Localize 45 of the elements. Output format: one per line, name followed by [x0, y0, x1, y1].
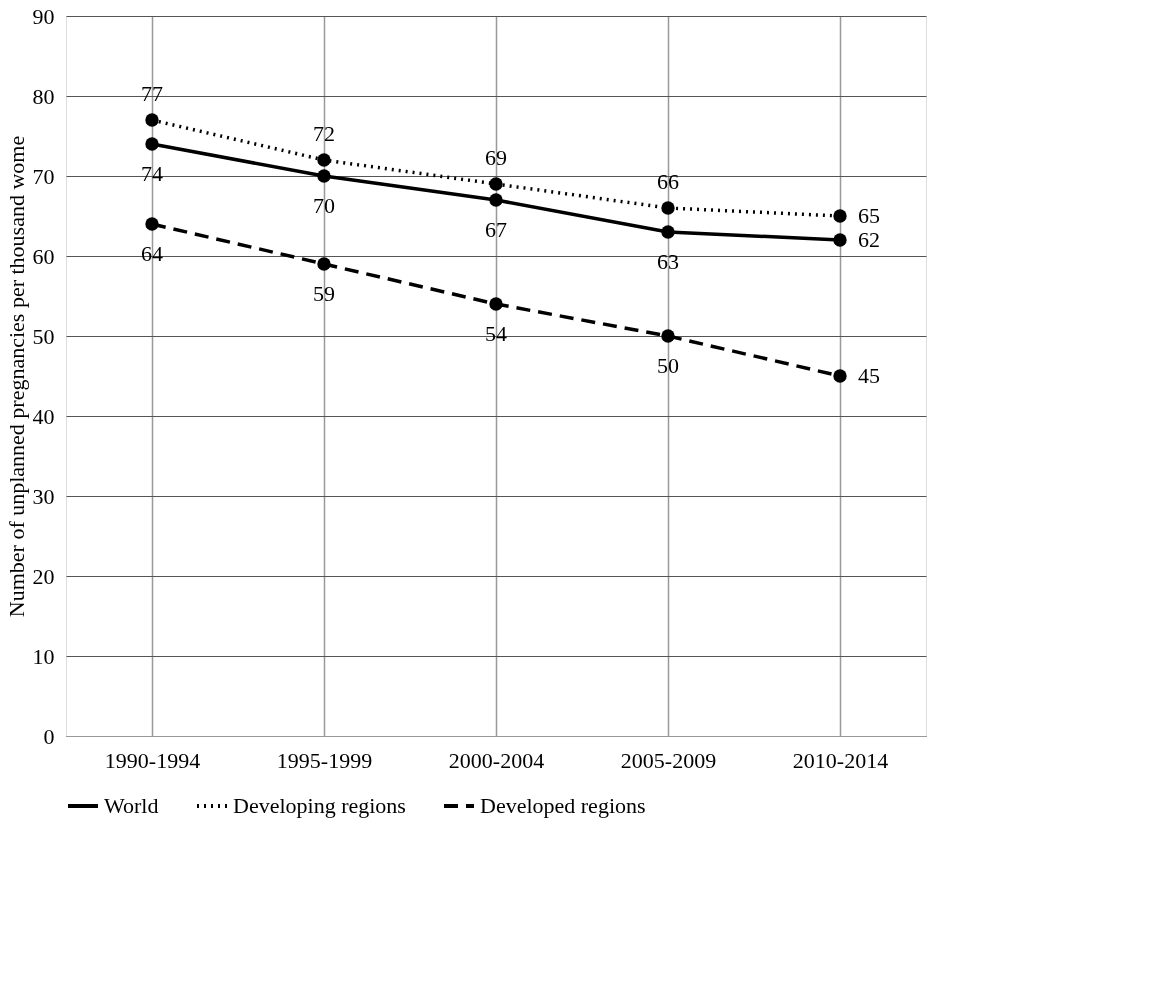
point — [489, 177, 503, 191]
point — [661, 201, 675, 215]
point — [145, 137, 159, 151]
y-tick-label: 20 — [32, 563, 55, 589]
data-label: 59 — [313, 281, 335, 306]
y-tick-label: 0 — [43, 723, 55, 749]
data-label: 63 — [657, 249, 679, 274]
data-label: 62 — [858, 227, 880, 252]
data-label: 72 — [313, 121, 335, 146]
y-tick-label: 40 — [32, 403, 55, 429]
legend-label: World — [104, 793, 159, 818]
point — [317, 153, 331, 167]
point — [661, 329, 675, 343]
point — [489, 297, 503, 311]
y-tick-label: 80 — [32, 83, 55, 109]
point — [833, 233, 847, 247]
y-tick-label: 60 — [32, 243, 55, 269]
y-axis-title: Number of unplanned pregnancies per thousand wome — [3, 135, 29, 618]
data-label: 66 — [657, 169, 679, 194]
point — [317, 169, 331, 183]
x-tick-label: 2005-2009 — [620, 747, 717, 773]
point — [489, 193, 503, 207]
x-tick-label: 1990-1994 — [104, 747, 201, 773]
point — [833, 369, 847, 383]
legend-label: Developed regions — [480, 793, 646, 818]
data-label: 45 — [858, 363, 880, 388]
y-tick-label: 50 — [32, 323, 55, 349]
x-tick-label: 1995-1999 — [276, 747, 373, 773]
data-label: 70 — [313, 193, 335, 218]
point — [317, 257, 331, 271]
point — [145, 113, 159, 127]
point — [145, 217, 159, 231]
x-tick-label: 2010-2014 — [792, 747, 889, 773]
y-tick-label: 30 — [32, 483, 55, 509]
point — [661, 225, 675, 239]
y-tick-label: 10 — [32, 643, 55, 669]
data-label: 65 — [858, 203, 880, 228]
data-label: 50 — [657, 353, 679, 378]
data-label: 67 — [485, 217, 507, 242]
y-tick-label: 90 — [32, 3, 55, 29]
y-tick-label: 70 — [32, 163, 55, 189]
data-label: 69 — [485, 145, 507, 170]
point — [833, 209, 847, 223]
x-tick-label: 2000-2004 — [448, 747, 545, 773]
legend-label: Developing regions — [233, 793, 406, 818]
